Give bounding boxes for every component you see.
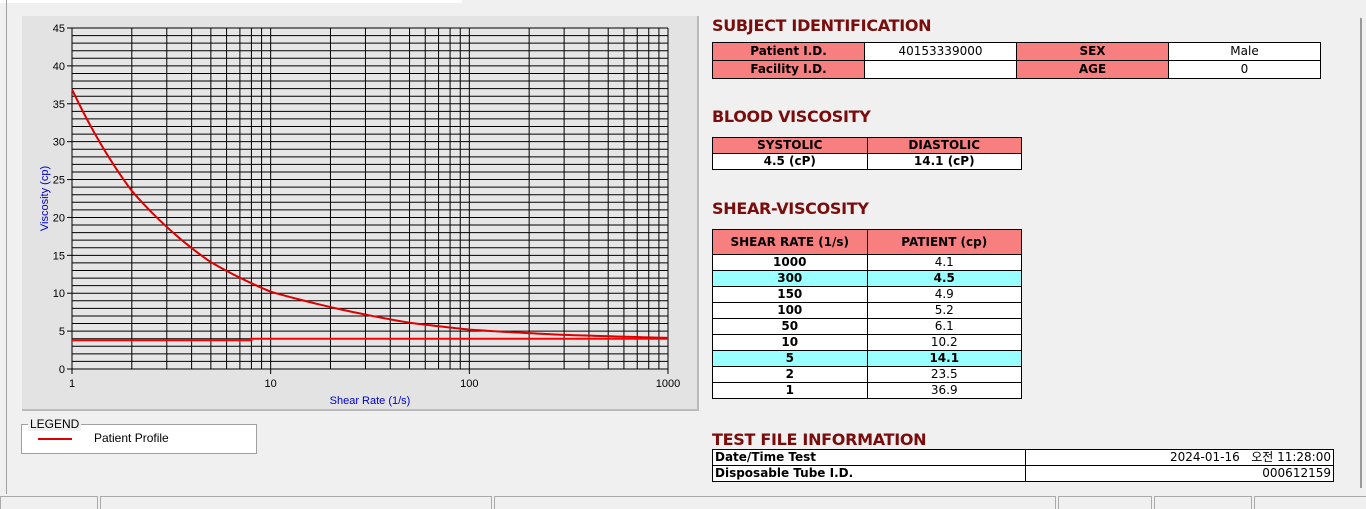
shear-title: SHEAR-VISCOSITY — [712, 199, 869, 218]
y-tick-label: 20 — [53, 212, 65, 224]
shear-rate-cell: 2 — [712, 366, 868, 383]
shear-row: 1000 4.1 — [712, 254, 1022, 271]
shear-rate-cell: 1000 — [712, 254, 868, 271]
tube-label: Disposable Tube I.D. — [712, 465, 1026, 482]
shear-row: 300 4.5 — [712, 270, 1022, 287]
status-pane — [494, 496, 1056, 509]
shear-row: 1 36.9 — [712, 382, 1022, 399]
diastolic-label: DIASTOLIC — [866, 137, 1022, 154]
shear-rate-header: SHEAR RATE (1/s) — [712, 229, 868, 255]
patient-id-label: Patient I.D. — [712, 42, 865, 61]
age-label: AGE — [1016, 60, 1169, 79]
data-point — [503, 331, 505, 333]
plot-area — [72, 28, 668, 369]
legend: LEGEND Patient Profile — [21, 417, 257, 454]
y-tick-label: 30 — [53, 137, 65, 149]
testfile-title: TEST FILE INFORMATION — [712, 430, 927, 449]
shear-rate-cell: 10 — [712, 334, 868, 351]
status-pane — [100, 496, 492, 509]
x-tick-label: 1 — [69, 378, 75, 390]
shear-row: 100 5.2 — [712, 302, 1022, 319]
sex-label: SEX — [1016, 42, 1169, 61]
shear-row: 150 4.9 — [712, 286, 1022, 303]
legend-swatch — [38, 438, 72, 440]
patient-cell: 5.2 — [866, 302, 1022, 319]
shear-row: 5 14.1 — [712, 350, 1022, 367]
x-tick-label: 100 — [460, 378, 478, 390]
data-point — [131, 190, 133, 192]
reference-line — [72, 337, 668, 342]
legend-title: LEGEND — [28, 417, 82, 431]
patient-header: PATIENT (cp) — [866, 229, 1022, 255]
blood-table: SYSTOLIC DIASTOLIC 4.5 (cP) 14.1 (cP) — [712, 137, 1022, 170]
shear-rate-cell: 100 — [712, 302, 868, 319]
sex-value: Male — [1168, 42, 1321, 61]
patient-cell: 4.1 — [866, 254, 1022, 271]
facility-value — [864, 60, 1017, 79]
shear-rate-cell: 150 — [712, 286, 868, 303]
tube-value: 000612159 — [1025, 465, 1334, 482]
x-axis-label: Shear Rate (1/s) — [330, 395, 411, 407]
viscosity-chart: 0 5 10 15 20 25 30 35 40 45 1 10 100 1000 Shear Rate (… — [39, 23, 680, 407]
age-value: 0 — [1168, 60, 1321, 79]
y-tick-label: 35 — [53, 99, 65, 111]
status-pane — [0, 496, 98, 509]
top-bar — [0, 0, 462, 3]
systolic-label: SYSTOLIC — [712, 137, 868, 154]
x-tick-label: 1000 — [656, 378, 680, 390]
y-tick-label: 40 — [53, 61, 65, 73]
chart-panel: 0 5 10 15 20 25 30 35 40 45 1 10 100 1000 Shear Rate (… — [22, 16, 699, 411]
data-point — [409, 322, 411, 324]
status-pane — [1154, 496, 1252, 509]
shear-table: SHEAR RATE (1/s) PATIENT (cp) 1000 4.1 300 4… — [712, 229, 1022, 399]
y-tick-label: 5 — [59, 326, 65, 338]
scrollbar[interactable] — [1360, 18, 1362, 488]
testfile-table: Date/Time Test 2024-01-16 오전 11:28:00 Dis… — [712, 449, 1334, 482]
data-point — [270, 291, 272, 293]
patient-cell: 4.9 — [866, 286, 1022, 303]
data-point — [210, 261, 212, 263]
y-tick-label: 45 — [53, 23, 65, 35]
patient-cell: 14.1 — [866, 350, 1022, 367]
data-point — [468, 329, 470, 331]
legend-label: Patient Profile — [94, 431, 169, 445]
y-axis-label: Viscosity (cp) — [39, 166, 51, 231]
x-tick-label: 10 — [265, 378, 277, 390]
shear-rate-cell: 50 — [712, 318, 868, 335]
data-point — [71, 88, 73, 90]
subject-title: SUBJECT IDENTIFICATION — [712, 16, 932, 35]
shear-row: 50 6.1 — [712, 318, 1022, 335]
date-label: Date/Time Test — [712, 449, 1026, 466]
status-pane — [1254, 496, 1366, 509]
shear-row: 2 23.5 — [712, 366, 1022, 383]
y-tick-label: 10 — [53, 288, 65, 300]
systolic-value: 4.5 (cP) — [712, 153, 868, 170]
data-point — [667, 337, 669, 339]
patient-cell: 23.5 — [866, 366, 1022, 383]
y-tick-label: 25 — [53, 175, 65, 187]
diastolic-value: 14.1 (cP) — [866, 153, 1022, 170]
subject-table: Patient I.D. 40153339000 SEX Male Facility … — [712, 42, 1321, 79]
shear-row: 10 10.2 — [712, 334, 1022, 351]
y-tick-label: 0 — [59, 364, 65, 376]
date-value: 2024-01-16 오전 11:28:00 — [1025, 449, 1334, 466]
patient-id-value: 40153339000 — [864, 42, 1017, 61]
shear-rate-cell: 5 — [712, 350, 868, 367]
y-tick-label: 15 — [53, 250, 65, 262]
shear-rate-cell: 300 — [712, 270, 868, 287]
status-pane — [1058, 496, 1152, 509]
facility-label: Facility I.D. — [712, 60, 865, 79]
patient-cell: 10.2 — [866, 334, 1022, 351]
patient-cell: 4.5 — [866, 270, 1022, 287]
blood-title: BLOOD VISCOSITY — [712, 107, 871, 126]
data-point — [563, 334, 565, 336]
patient-cell: 6.1 — [866, 318, 1022, 335]
shear-rate-cell: 1 — [712, 382, 868, 399]
divider — [6, 0, 7, 494]
patient-cell: 36.9 — [866, 382, 1022, 399]
